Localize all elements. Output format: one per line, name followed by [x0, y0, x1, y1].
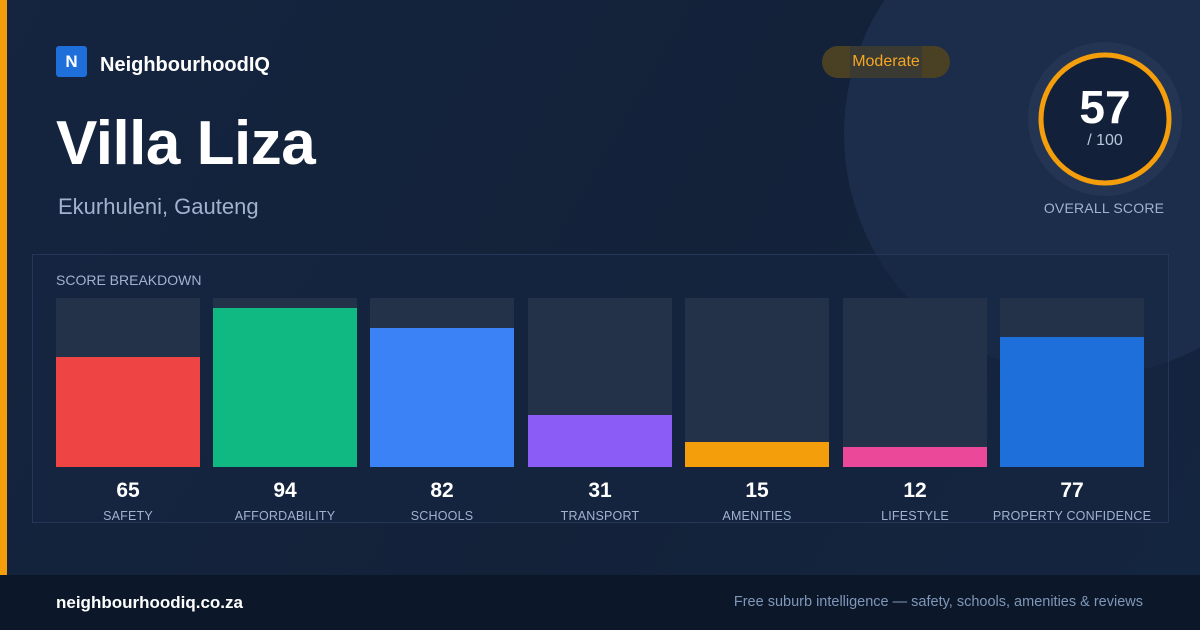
- bar-value: 15: [745, 479, 769, 502]
- score-ring-progress: [1038, 52, 1172, 186]
- bar-label: AFFORDABILITY: [234, 509, 336, 523]
- bar-fill: [685, 441, 829, 467]
- bar-track: [56, 298, 200, 467]
- bar-track: [213, 298, 357, 467]
- suburb-location: Ekurhuleni, Gauteng: [58, 194, 259, 219]
- overall-score-label: OVERALL SCORE: [1043, 200, 1165, 216]
- bar-fill: [1000, 336, 1144, 467]
- breakdown-item: 77 PROPERTY CONFIDENCE: [993, 298, 1151, 523]
- overall-score-max: / 100: [1087, 132, 1123, 149]
- bar-fill: [528, 414, 672, 467]
- breakdown-item: 12 LIFESTYLE: [843, 298, 987, 523]
- bar-label: SAFETY: [103, 509, 153, 523]
- score-breakdown-panel: SCORE BREAKDOWN 65 SAFETY 94 AFFORDABILITY 8…: [32, 254, 1169, 523]
- breakdown-item: 94 AFFORDABILITY: [213, 298, 357, 523]
- bar-value: 77: [1060, 479, 1084, 502]
- bar-label: LIFESTYLE: [881, 509, 949, 523]
- logo-icon: N: [56, 46, 87, 77]
- bar-track: [843, 298, 987, 467]
- suburb-title: Villa Liza: [56, 109, 316, 178]
- breakdown-item: 15 AMENITIES: [685, 298, 829, 523]
- bar-value: 82: [430, 479, 454, 502]
- bar-fill: [370, 328, 514, 467]
- bar-track: [528, 298, 672, 467]
- breakdown-item: 65 SAFETY: [56, 298, 200, 523]
- footer-url[interactable]: neighbourhoodiq.co.za: [56, 593, 243, 612]
- accent-bar: [0, 0, 7, 575]
- bar-label: SCHOOLS: [410, 509, 474, 523]
- bar-fill: [843, 446, 987, 467]
- bar-label: PROPERTY CONFIDENCE: [992, 509, 1152, 523]
- bar-label: AMENITIES: [722, 509, 792, 523]
- bar-value: 31: [588, 479, 612, 502]
- bar-track: [1000, 298, 1144, 467]
- bar-value: 94: [273, 479, 297, 502]
- score-ring-center: [1041, 55, 1169, 183]
- overall-score-value: 57: [1079, 81, 1131, 133]
- breakdown-item: 31 TRANSPORT: [528, 298, 672, 523]
- footer-tagline: Free suburb intelligence — safety, schoo…: [733, 594, 1143, 610]
- bar-value: 12: [903, 479, 927, 502]
- bar-track: [685, 298, 829, 467]
- rating-badge: Moderate: [822, 46, 950, 78]
- bar-value: 65: [116, 479, 140, 502]
- bar-track: [370, 298, 514, 467]
- brand-name: NeighbourhoodIQ: [100, 54, 270, 76]
- score-ring-icon: [1028, 42, 1182, 196]
- brand: N NeighbourhoodIQ: [56, 46, 270, 77]
- footer: neighbourhoodiq.co.za Free suburb intell…: [0, 575, 1200, 630]
- bar-fill: [213, 308, 357, 467]
- breakdown-title: SCORE BREAKDOWN: [56, 272, 202, 288]
- bar-fill: [56, 357, 200, 467]
- bar-label: TRANSPORT: [560, 509, 640, 523]
- rating-badge-label: Moderate: [852, 53, 920, 70]
- breakdown-item: 82 SCHOOLS: [370, 298, 514, 523]
- overall-score-ring: 57 / 100: [1028, 42, 1182, 196]
